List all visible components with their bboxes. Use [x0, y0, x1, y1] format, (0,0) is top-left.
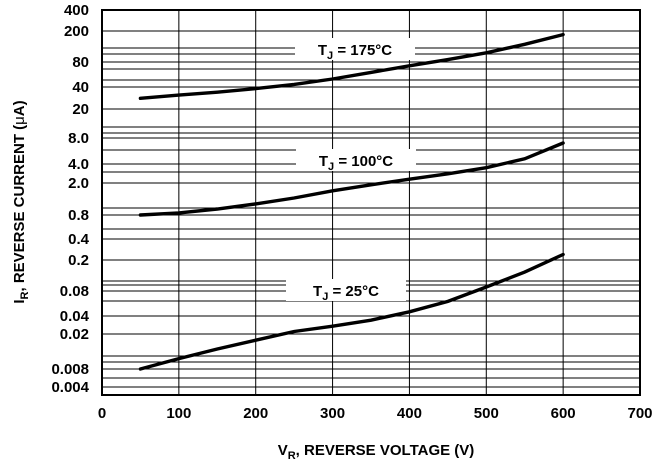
x-tick-label: 500 — [474, 405, 499, 422]
x-tick-label: 600 — [551, 405, 576, 422]
y-tick-label: 40 — [72, 79, 89, 96]
grid-lines — [101, 9, 641, 395]
series-label-bg — [295, 38, 415, 60]
x-tick-label: 0 — [98, 405, 106, 422]
y-tick-label: 0.08 — [60, 283, 89, 300]
y-tick-label: 20 — [72, 101, 89, 118]
series-label: TJ = 100°C — [319, 153, 393, 173]
y-axis-label: IR, REVERSE CURRENT (μA) — [11, 100, 31, 303]
y-tick-labels: 4002008040208.04.02.00.80.40.20.080.040.… — [51, 2, 89, 396]
x-tick-label: 100 — [166, 405, 191, 422]
series-line-2 — [138, 252, 565, 371]
y-tick-label: 80 — [72, 54, 89, 71]
x-axis-label: VR, REVERSE VOLTAGE (V) — [278, 442, 475, 462]
y-tick-label: 0.02 — [60, 326, 89, 343]
series-line-1 — [138, 141, 565, 217]
curve-labels: TJ = 175°C TJ = 100°C TJ = 25°C — [286, 38, 416, 303]
series-label-bg — [296, 149, 416, 171]
y-tick-label: 0.4 — [68, 231, 90, 248]
x-tick-labels: 0 100 200 300 400 500 600 700 — [98, 405, 653, 422]
y-tick-label: 0.8 — [68, 207, 89, 224]
y-tick-label: 200 — [64, 23, 89, 40]
x-tick-label: 300 — [320, 405, 345, 422]
plot-frame — [101, 9, 641, 396]
y-tick-label: 0.04 — [60, 308, 90, 325]
y-tick-label: 0.004 — [51, 379, 89, 396]
x-tick-label: 700 — [627, 405, 652, 422]
curves — [138, 32, 565, 371]
y-tick-label: 4.0 — [68, 156, 89, 173]
series-label: TJ = 175°C — [318, 42, 392, 62]
y-tick-label: 400 — [64, 2, 89, 19]
y-tick-label: 2.0 — [68, 175, 89, 192]
y-tick-label: 0.008 — [51, 361, 89, 378]
y-tick-label: 0.2 — [68, 252, 89, 269]
y-tick-label: 8.0 — [68, 130, 89, 147]
series-line-0 — [138, 32, 565, 100]
series-label-bg — [286, 279, 406, 301]
x-tick-label: 400 — [397, 405, 422, 422]
x-tick-label: 200 — [243, 405, 268, 422]
series-label: TJ = 25°C — [313, 283, 379, 303]
